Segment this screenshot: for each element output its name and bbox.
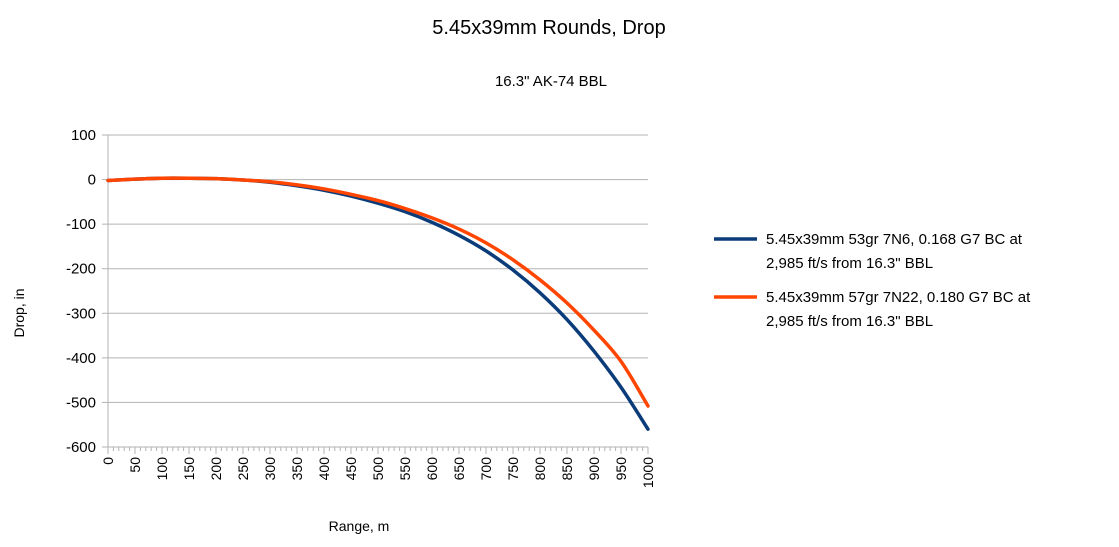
legend-label-2: 2,985 ft/s from 16.3" BBL	[766, 313, 933, 330]
x-tick-label: 650	[451, 457, 467, 481]
x-tick-label: 450	[343, 457, 359, 481]
x-tick-label: 850	[559, 457, 575, 481]
legend: 5.45x39mm 53gr 7N6, 0.168 G7 BC at 2,985 …	[714, 231, 1031, 330]
legend-label-1: 2,985 ft/s from 16.3" BBL	[766, 255, 933, 272]
y-axis-title: Drop, in	[11, 288, 27, 337]
chart-title: 5.45x39mm Rounds, Drop	[432, 17, 665, 39]
y-tick-label: 100	[71, 127, 96, 144]
y-tick-label: -300	[66, 305, 96, 322]
x-tick-label: 700	[478, 457, 494, 481]
x-tick-label: 750	[505, 457, 521, 481]
chart-subtitle: 16.3" AK-74 BBL	[495, 73, 607, 90]
y-tick-label: -600	[66, 439, 96, 456]
x-tick-label: 200	[208, 457, 224, 481]
x-tick-label: 250	[235, 457, 251, 481]
x-tick-label: 950	[613, 457, 629, 481]
x-tick-label: 550	[397, 457, 413, 481]
series-line-2	[106, 176, 650, 408]
x-tick-label: 800	[532, 457, 548, 481]
x-tick-label: 1000	[640, 457, 656, 488]
x-tick-label: 600	[424, 457, 440, 481]
y-tick-label: -100	[66, 216, 96, 233]
y-tick-label: 0	[88, 172, 96, 189]
x-tick-label: 0	[100, 457, 116, 465]
x-tick-label: 100	[154, 457, 170, 481]
y-tick-label: -200	[66, 261, 96, 278]
x-tick-label: 900	[586, 457, 602, 481]
x-axis-title: Range, m	[329, 518, 390, 534]
x-tick-label: 500	[370, 457, 386, 481]
x-tick-label: 350	[289, 457, 305, 481]
x-tick-label: 150	[181, 457, 197, 481]
x-tick-label: 50	[127, 457, 143, 473]
legend-label-1: 5.45x39mm 53gr 7N6, 0.168 G7 BC at	[766, 231, 1023, 248]
legend-label-2: 5.45x39mm 57gr 7N22, 0.180 G7 BC at	[766, 289, 1031, 306]
x-tick-label: 300	[262, 457, 278, 481]
y-tick-label: -500	[66, 394, 96, 411]
y-tick-label: -400	[66, 350, 96, 367]
x-tick-label: 400	[316, 457, 332, 481]
